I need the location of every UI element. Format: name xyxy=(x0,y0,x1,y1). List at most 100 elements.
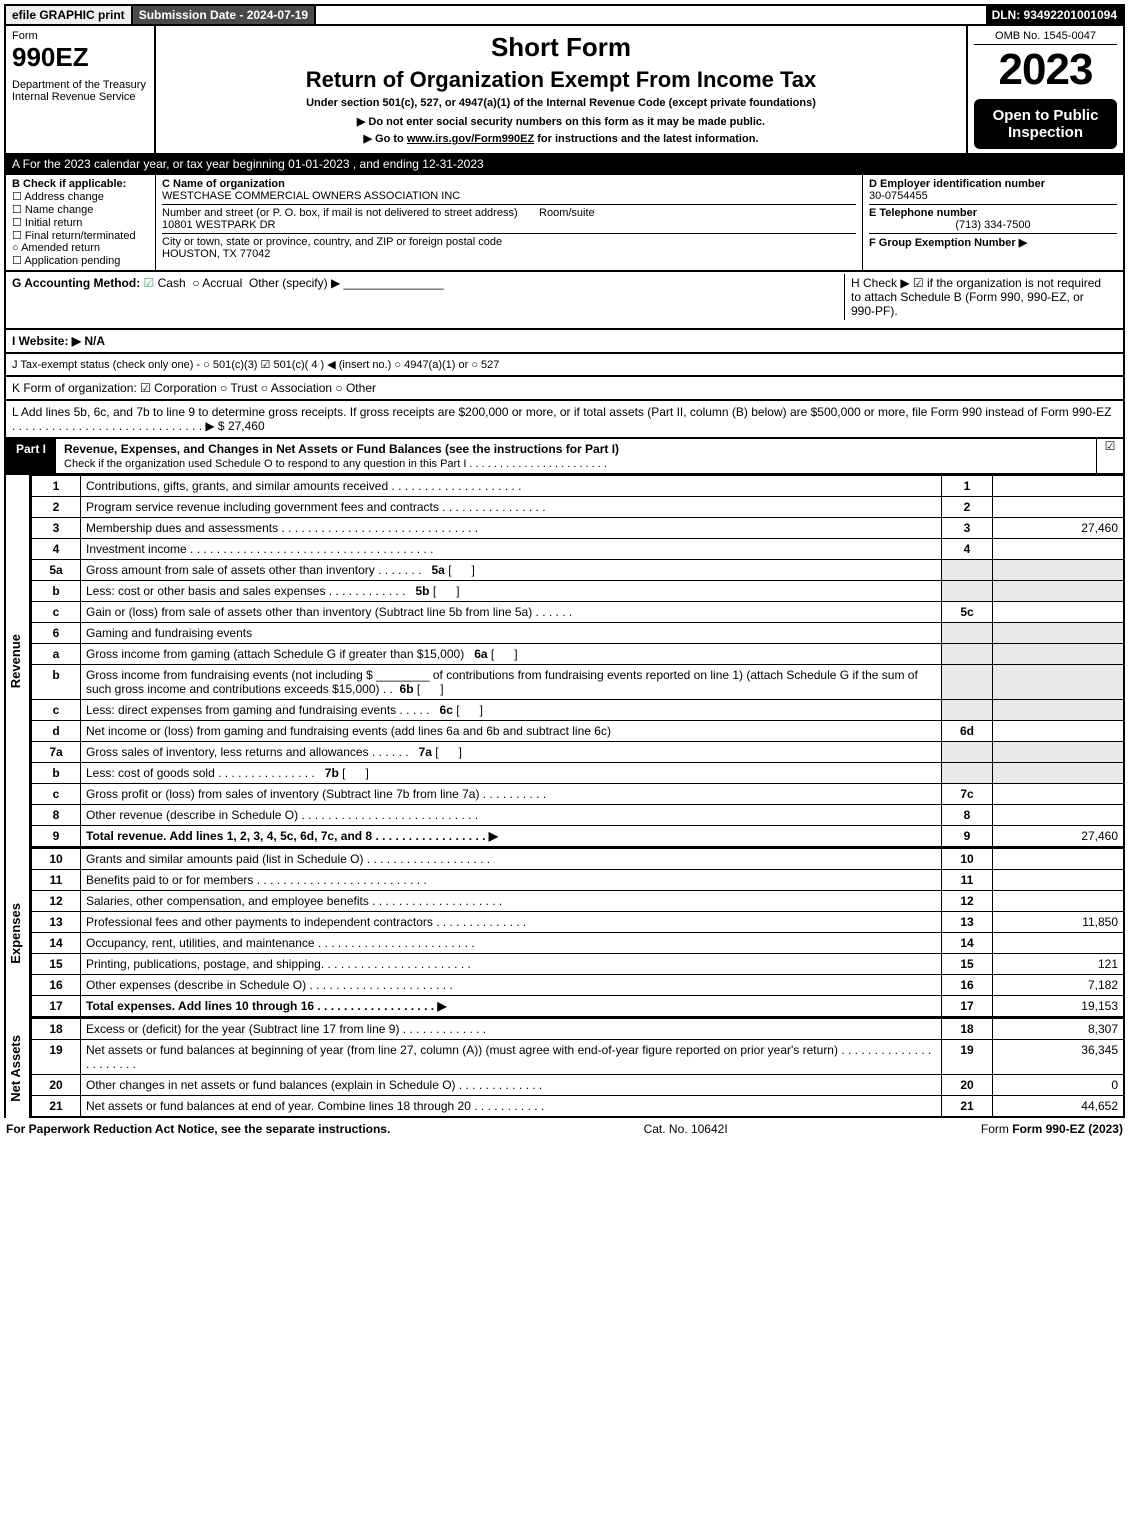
footer: For Paperwork Reduction Act Notice, see … xyxy=(4,1118,1125,1136)
form-number: 990EZ xyxy=(12,42,148,73)
footer-mid: Cat. No. 10642I xyxy=(644,1122,728,1136)
line-1: Contributions, gifts, grants, and simila… xyxy=(81,476,942,497)
expenses-section: Expenses 10Grants and similar amounts pa… xyxy=(4,848,1125,1018)
part1-sub: Check if the organization used Schedule … xyxy=(64,458,607,470)
revenue-side-label: Revenue xyxy=(8,632,28,690)
line-5c: Gain or (loss) from sale of assets other… xyxy=(81,602,942,623)
g-cash[interactable]: Cash xyxy=(144,276,186,290)
street-value: 10801 WESTPARK DR xyxy=(162,219,856,231)
line-8: Other revenue (describe in Schedule O) .… xyxy=(81,805,942,826)
chk-amended[interactable]: Amended return xyxy=(12,242,149,254)
part1-header: Part I Revenue, Expenses, and Changes in… xyxy=(4,439,1125,475)
net-table: 18Excess or (deficit) for the year (Subt… xyxy=(30,1018,1125,1118)
val-20: 0 xyxy=(993,1075,1125,1096)
c-label: C Name of organization xyxy=(162,178,285,190)
line-19: Net assets or fund balances at beginning… xyxy=(81,1040,942,1075)
line-10: Grants and similar amounts paid (list in… xyxy=(81,849,942,870)
room-label: Room/suite xyxy=(539,207,595,219)
col-c: C Name of organization WESTCHASE COMMERC… xyxy=(156,175,863,270)
footer-right-text: Form 990-EZ (2023) xyxy=(1012,1122,1123,1136)
net-assets-section: Net Assets 18Excess or (deficit) for the… xyxy=(4,1018,1125,1118)
line-6b1: Gross income from fundraising events (no… xyxy=(86,668,373,682)
val-15: 121 xyxy=(993,954,1125,975)
dept-label: Department of the Treasury Internal Reve… xyxy=(12,79,148,103)
line-14: Occupancy, rent, utilities, and maintena… xyxy=(81,933,942,954)
return-title: Return of Organization Exempt From Incom… xyxy=(162,67,960,93)
chk-address[interactable]: Address change xyxy=(12,190,149,203)
submission-date: Submission Date - 2024-07-19 xyxy=(133,6,316,24)
col-b: B Check if applicable: Address change Na… xyxy=(6,175,156,270)
chk-name[interactable]: Name change xyxy=(12,203,149,216)
val-18: 8,307 xyxy=(993,1019,1125,1040)
street-label: Number and street (or P. O. box, if mail… xyxy=(162,207,518,219)
line-11: Benefits paid to or for members . . . . … xyxy=(81,870,942,891)
city-label: City or town, state or province, country… xyxy=(162,233,856,248)
line-6: Gaming and fundraising events xyxy=(81,623,942,644)
line-18: Excess or (deficit) for the year (Subtra… xyxy=(81,1019,942,1040)
open-public-badge: Open to Public Inspection xyxy=(974,99,1117,149)
h-note: H Check ▶ ☑ if the organization is not r… xyxy=(844,274,1117,320)
row-i: I Website: ▶ N/A xyxy=(4,330,1125,354)
line-3: Membership dues and assessments . . . . … xyxy=(81,518,942,539)
val-16: 7,182 xyxy=(993,975,1125,996)
row-g: G Accounting Method: Cash Accrual Other … xyxy=(4,272,1125,330)
phone-value: (713) 334-7500 xyxy=(869,219,1117,231)
revenue-table: 1Contributions, gifts, grants, and simil… xyxy=(30,475,1125,848)
part1-check[interactable]: ☑ xyxy=(1096,439,1123,473)
chk-final[interactable]: Final return/terminated xyxy=(12,229,149,242)
line-6c: Less: direct expenses from gaming and fu… xyxy=(86,703,430,717)
goto-pre: ▶ Go to xyxy=(364,133,407,145)
val-3: 27,460 xyxy=(993,518,1125,539)
row-l: L Add lines 5b, 6c, and 7b to line 9 to … xyxy=(4,401,1125,439)
d-label: D Employer identification number xyxy=(869,178,1117,190)
line-2: Program service revenue including govern… xyxy=(81,497,942,518)
part1-title: Revenue, Expenses, and Changes in Net As… xyxy=(56,439,1096,473)
line-16: Other expenses (describe in Schedule O) … xyxy=(81,975,942,996)
goto-line: ▶ Go to www.irs.gov/Form990EZ for instru… xyxy=(162,132,960,145)
col-d: D Employer identification number 30-0754… xyxy=(863,175,1123,270)
line-12: Salaries, other compensation, and employ… xyxy=(81,891,942,912)
block-bcd: B Check if applicable: Address change Na… xyxy=(4,175,1125,272)
dln-label: DLN: 93492201001094 xyxy=(986,6,1123,24)
footer-left: For Paperwork Reduction Act Notice, see … xyxy=(6,1122,390,1136)
line-5b: Less: cost or other basis and sales expe… xyxy=(86,584,405,598)
chk-pending[interactable]: Application pending xyxy=(12,254,149,267)
e-label: E Telephone number xyxy=(869,204,1117,219)
ssn-warning: ▶ Do not enter social security numbers o… xyxy=(162,115,960,128)
row-k: K Form of organization: ☑ Corporation ○ … xyxy=(4,377,1125,401)
val-21: 44,652 xyxy=(993,1096,1125,1118)
org-name: WESTCHASE COMMERCIAL OWNERS ASSOCIATION … xyxy=(162,190,856,202)
top-bar: efile GRAPHIC print Submission Date - 20… xyxy=(4,4,1125,26)
val-13: 11,850 xyxy=(993,912,1125,933)
line-17: Total expenses. Add lines 10 through 16 … xyxy=(81,996,942,1018)
net-side-label: Net Assets xyxy=(8,1033,28,1104)
line-5a: Gross amount from sale of assets other t… xyxy=(86,563,421,577)
l-text: L Add lines 5b, 6c, and 7b to line 9 to … xyxy=(12,405,1111,433)
line-15: Printing, publications, postage, and shi… xyxy=(81,954,942,975)
line-6a: Gross income from gaming (attach Schedul… xyxy=(86,647,464,661)
efile-button[interactable]: efile GRAPHIC print xyxy=(6,6,133,24)
b-title: B Check if applicable: xyxy=(12,178,149,190)
g-label: G Accounting Method: xyxy=(12,276,140,290)
line-7c: Gross profit or (loss) from sales of inv… xyxy=(81,784,942,805)
city-value: HOUSTON, TX 77042 xyxy=(162,248,856,260)
form-word: Form xyxy=(12,30,148,42)
ein-value: 30-0754455 xyxy=(869,190,1117,202)
line-9: Total revenue. Add lines 1, 2, 3, 4, 5c,… xyxy=(81,826,942,848)
g-other[interactable]: Other (specify) ▶ xyxy=(249,276,340,290)
line-21: Net assets or fund balances at end of ye… xyxy=(81,1096,942,1118)
goto-post: for instructions and the latest informat… xyxy=(534,133,758,145)
g-accrual[interactable]: Accrual xyxy=(192,276,242,290)
chk-initial[interactable]: Initial return xyxy=(12,216,149,229)
part1-title-text: Revenue, Expenses, and Changes in Net As… xyxy=(64,442,619,456)
val-19: 36,345 xyxy=(993,1040,1125,1075)
l-amount: 27,460 xyxy=(228,419,265,433)
line-13: Professional fees and other payments to … xyxy=(81,912,942,933)
part1-tab: Part I xyxy=(6,439,56,473)
line-7b: Less: cost of goods sold . . . . . . . .… xyxy=(86,766,315,780)
irs-link[interactable]: www.irs.gov/Form990EZ xyxy=(407,133,534,145)
row-j: J Tax-exempt status (check only one) - ○… xyxy=(4,354,1125,377)
line-4: Investment income . . . . . . . . . . . … xyxy=(81,539,942,560)
expenses-side-label: Expenses xyxy=(8,901,28,966)
website-line: I Website: ▶ N/A xyxy=(12,334,105,348)
